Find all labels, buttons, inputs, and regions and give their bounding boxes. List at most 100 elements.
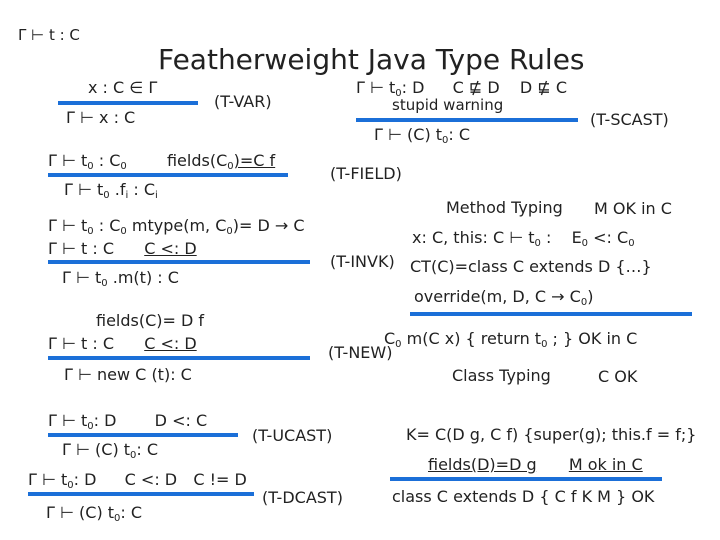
tinvk-subtype: C <: D (144, 239, 197, 258)
judgment-form: Γ ⊢ t : C (18, 26, 80, 44)
tinvk-type: : C (93, 216, 121, 235)
tdcast-bar (28, 492, 254, 496)
tnew-name: (T-NEW) (328, 343, 393, 362)
mt-override-close: ) (587, 287, 594, 306)
mt-colon: : (540, 228, 552, 247)
tinvk-mtype: mtype(m, C (126, 216, 227, 235)
tinvk-line2: Γ ⊢ t : C C <: D (48, 241, 197, 257)
tfield-premise: Γ ⊢ t0 : C0 fields(C0)=C f (48, 151, 276, 172)
tinvk-term-sub: 0 (87, 226, 94, 237)
mt-method-sub: 0 (541, 339, 548, 350)
tfield-premise-sub1: 0 (120, 161, 127, 172)
tvar-bar (58, 101, 198, 105)
tucast-term-sub: 0 (87, 421, 94, 432)
mt-override-sub: 0 (580, 297, 588, 308)
tfield-premise-sub0: 0 (87, 161, 94, 172)
mt-e0-sub: 0 (581, 238, 589, 249)
tfield-conclusion-term: Γ ⊢ t (64, 180, 104, 199)
tucast-conclusion-type: : C (136, 440, 159, 459)
tscast-note: stupid warning (392, 96, 504, 114)
tdcast-premise: Γ ⊢ t0: D C <: D C != D (28, 470, 247, 491)
tucast-conclusion-sub: 0 (130, 450, 137, 461)
tscast-conclusion: Γ ⊢ (C) t0: C (374, 125, 471, 146)
tfield-premise-type: : C (93, 151, 121, 170)
tdcast-conclusion-type: : C (120, 503, 143, 522)
mt-override: override(m, D, C → C (414, 287, 581, 306)
method-typing-conclusion: C0 m(C x) { return t0 ; } OK in C (384, 329, 638, 350)
mt-env-sub: 0 (534, 238, 541, 249)
tscast-not-sub1: C ⋢ D (452, 78, 500, 97)
tscast-name: (T-SCAST) (590, 110, 669, 129)
class-typing-conclusion: class C extends D { C f K M } OK (392, 487, 655, 506)
tdcast-name: (T-DCAST) (262, 488, 343, 507)
method-typing-premise2: CT(C)=class C extends D {…} (410, 257, 652, 276)
tscast-conclusion-sub: 0 (442, 135, 449, 146)
tinvk-name: (T-INVK) (330, 252, 395, 271)
tfield-premise-term: Γ ⊢ t (48, 151, 88, 170)
tfield-conclusion-type: : C (128, 180, 155, 199)
method-typing-premise3: override(m, D, C → C0) (414, 287, 594, 308)
tnew-bar (48, 356, 310, 360)
mt-subtype-sub: 0 (628, 238, 635, 249)
tinvk-mtype-result: )= D → C (232, 216, 305, 235)
mt-method: m(C x) { return t (401, 329, 542, 348)
tdcast-type: : D (73, 470, 97, 489)
tdcast-term: Γ ⊢ t (28, 470, 68, 489)
tfield-bar (48, 173, 288, 177)
class-typing-premise1: K= C(D g, C f) {super(g); this.f = f;} (406, 425, 697, 444)
tfield-name: (T-FIELD) (330, 164, 402, 183)
tucast-conclusion: Γ ⊢ (C) t0: C (62, 440, 159, 461)
ct-fields: fields(D)=D g (428, 455, 537, 474)
tucast-conclusion-term: Γ ⊢ (C) t (62, 440, 131, 459)
tinvk-mtype-sub: 0 (226, 226, 233, 237)
tfield-conclusion: Γ ⊢ t0 .fi : Ci (64, 180, 158, 201)
tinvk-line1: Γ ⊢ t0 : C0 mtype(m, C0)= D → C (48, 216, 305, 237)
tfield-fields-sub: 0 (227, 161, 234, 172)
tnew-line2: Γ ⊢ t : C C <: D (48, 336, 197, 352)
tucast-name: (T-UCAST) (252, 426, 333, 445)
tscast-conclusion-type: : C (448, 125, 471, 144)
tscast-term-sub: 0 (395, 88, 402, 99)
tinvk-bar (48, 260, 310, 264)
tnew-conclusion: Γ ⊢ new C (t): C (64, 365, 192, 384)
class-typing-premise2: fields(D)=D g M ok in C (428, 457, 643, 473)
tinvk-conclusion: Γ ⊢ t0 .m(t) : C (62, 268, 179, 289)
tucast-term: Γ ⊢ t (48, 411, 88, 430)
tnew-args: Γ ⊢ t : C (48, 334, 115, 353)
tvar-name: (T-VAR) (214, 92, 272, 111)
tvar-conclusion: Γ ⊢ x : C (66, 108, 136, 127)
tfield-conclusion-sub0: 0 (103, 190, 110, 201)
tinvk-type-sub: 0 (120, 226, 127, 237)
tdcast-conclusion-sub: 0 (114, 513, 121, 524)
mt-subtype: <: C (588, 228, 629, 247)
class-typing-bar (390, 477, 662, 481)
tnew-line1: fields(C)= D f (96, 311, 205, 330)
class-typing-heading: Class Typing (452, 366, 551, 385)
ct-mok: M ok in C (568, 455, 643, 474)
method-typing-bar (410, 312, 692, 316)
tdcast-neq: C != D (193, 470, 247, 489)
tscast-term: Γ ⊢ t (356, 78, 396, 97)
tfield-conclusion-subi: i (125, 190, 129, 201)
tdcast-conclusion: Γ ⊢ (C) t0: C (46, 503, 143, 524)
mt-e0: E (571, 228, 582, 247)
mt-env: x: C, this: C ⊢ t (412, 228, 535, 247)
tinvk-conclusion-term: Γ ⊢ t (62, 268, 102, 287)
class-typing-result: C OK (598, 367, 638, 386)
method-typing-heading: Method Typing (446, 198, 563, 217)
tinvk-conclusion-sub: 0 (101, 278, 108, 289)
tscast-conclusion-term: Γ ⊢ (C) t (374, 125, 443, 144)
tucast-type: : D (93, 411, 117, 430)
tfield-fields: fields(C (166, 151, 228, 170)
tscast-not-sub2: D ⋢ C (519, 78, 567, 97)
tfield-conclusion-typesub: i (155, 190, 158, 201)
tfield-fields-result: )=C f (233, 151, 276, 170)
tucast-subtype: D <: C (154, 411, 208, 430)
mt-method-end: ; } OK in C (547, 329, 638, 348)
mt-c0-sub: 0 (395, 339, 402, 350)
method-typing-premise1: x: C, this: C ⊢ t0 : E0 <: C0 (412, 228, 635, 249)
tvar-premise: x : C ∈ Γ (88, 78, 158, 97)
tdcast-conclusion-term: Γ ⊢ (C) t (46, 503, 115, 522)
tdcast-term-sub: 0 (67, 480, 74, 491)
tscast-premise: Γ ⊢ t0: D C ⋢ D D ⋢ C (356, 78, 567, 99)
